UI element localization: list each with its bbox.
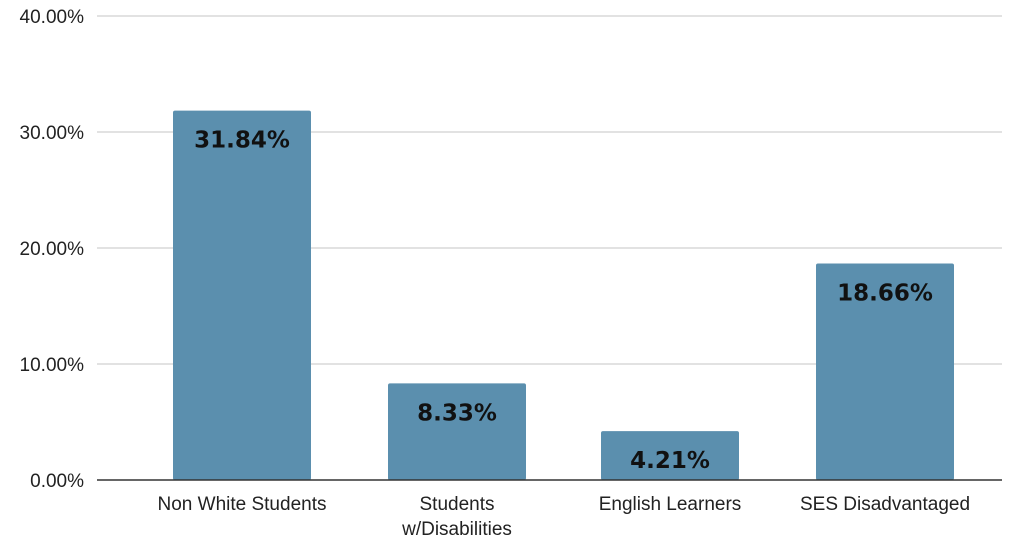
y-tick-label: 20.00% bbox=[20, 239, 85, 260]
x-category-label: English Learners bbox=[599, 494, 742, 515]
bar bbox=[601, 431, 739, 480]
x-category-label-line: w/Disabilities bbox=[401, 519, 512, 539]
x-category-label-line: SES Disadvantaged bbox=[800, 494, 970, 515]
bars bbox=[173, 110, 954, 480]
x-category-label: SES Disadvantaged bbox=[800, 494, 970, 515]
x-category-label: Non White Students bbox=[158, 494, 327, 515]
bar bbox=[816, 263, 954, 480]
x-category-label: Students w/Disabilities bbox=[401, 494, 512, 539]
bar-data-labels: 31.84% 8.33% 4.21% 18.66% bbox=[194, 128, 933, 475]
bar bbox=[173, 110, 311, 480]
bar bbox=[388, 383, 526, 480]
y-tick-label: 0.00% bbox=[30, 471, 84, 492]
y-axis-ticks: 0.00% 10.00% 20.00% 30.00% 40.00% bbox=[20, 7, 85, 492]
bar-data-label: 8.33% bbox=[417, 400, 497, 426]
y-tick-label: 40.00% bbox=[20, 7, 85, 28]
bar-data-label: 18.66% bbox=[837, 281, 933, 307]
y-tick-label: 10.00% bbox=[20, 355, 85, 376]
bar-data-label: 4.21% bbox=[630, 448, 710, 474]
x-category-label-line: Students bbox=[420, 494, 495, 515]
x-category-label-line: English Learners bbox=[599, 494, 742, 515]
x-category-label-line: Non White Students bbox=[158, 494, 327, 515]
x-axis-category-labels: Non White Students Students w/Disabilities… bbox=[158, 494, 971, 539]
bar-data-label: 31.84% bbox=[194, 128, 290, 154]
y-tick-label: 30.00% bbox=[20, 123, 85, 144]
